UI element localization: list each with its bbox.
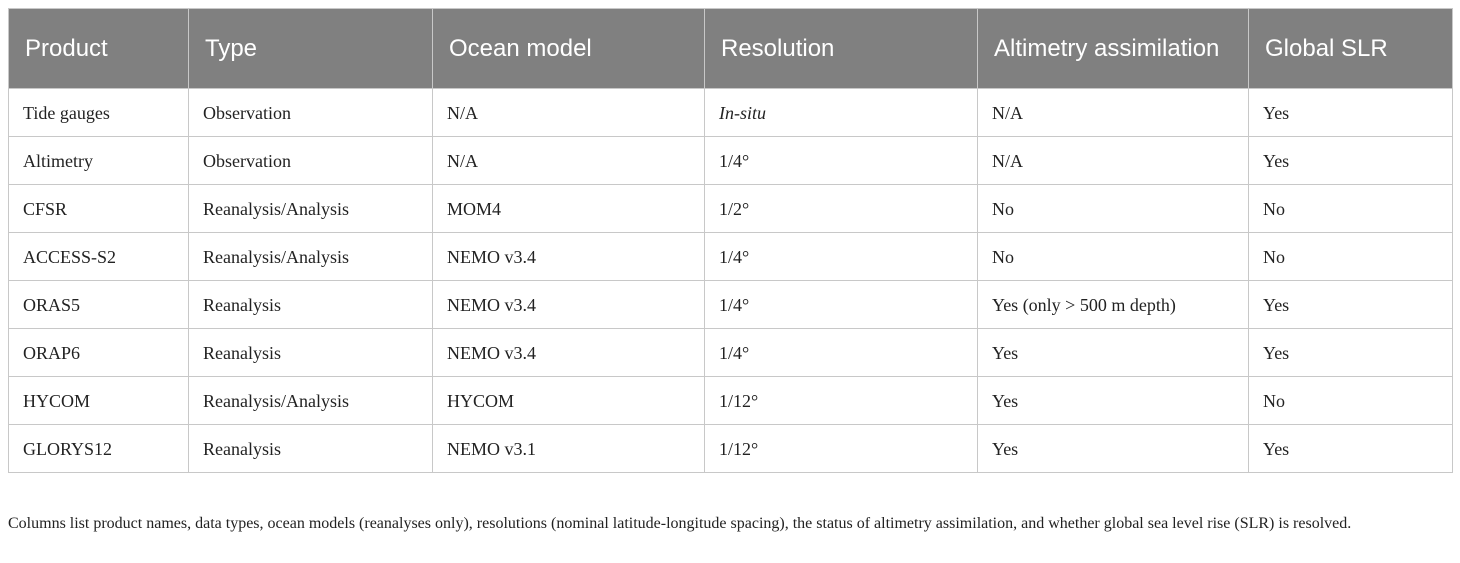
table-cell: Reanalysis/Analysis: [188, 184, 433, 233]
table-cell: NEMO v3.1: [432, 424, 705, 473]
table-cell: In-situ: [704, 88, 978, 137]
table-cell: N/A: [977, 136, 1249, 185]
table-cell: HYCOM: [8, 376, 189, 425]
table-cell: Reanalysis/Analysis: [188, 232, 433, 281]
table-row: ORAP6 Reanalysis NEMO v3.4 1/4° Yes Yes: [8, 328, 1453, 377]
header-cell: Product: [8, 8, 189, 89]
table-cell: 1/4°: [704, 136, 978, 185]
table-row: ORAS5 Reanalysis NEMO v3.4 1/4° Yes (only > …: [8, 280, 1453, 329]
table-cell: NEMO v3.4: [432, 232, 705, 281]
table-cell: GLORYS12: [8, 424, 189, 473]
table-cell: ORAS5: [8, 280, 189, 329]
table-row: CFSR Reanalysis/Analysis MOM4 1/2° No No: [8, 184, 1453, 233]
table-cell: CFSR: [8, 184, 189, 233]
table-row: Tide gauges Observation N/A In-situ N/A Yes: [8, 88, 1453, 137]
table-cell: Reanalysis: [188, 328, 433, 377]
table-cell: Yes: [1248, 328, 1453, 377]
table-cell: N/A: [432, 136, 705, 185]
header-cell: Ocean model: [432, 8, 705, 89]
table-cell: No: [977, 232, 1249, 281]
table-cell: 1/4°: [704, 328, 978, 377]
table-cell: Yes: [977, 424, 1249, 473]
table-cell: Tide gauges: [8, 88, 189, 137]
table-row: ACCESS-S2 Reanalysis/Analysis NEMO v3.4 1/4…: [8, 232, 1453, 281]
table-cell: Yes: [1248, 136, 1453, 185]
table-row: HYCOM Reanalysis/Analysis HYCOM 1/12° Yes No: [8, 376, 1453, 425]
header-cell: Global SLR: [1248, 8, 1453, 89]
header-row: Product Type Ocean model Resolution Altimetr…: [8, 8, 1453, 89]
table-cell: ORAP6: [8, 328, 189, 377]
table-cell: NEMO v3.4: [432, 328, 705, 377]
table-cell: 1/12°: [704, 424, 978, 473]
table-cell: Yes: [977, 328, 1249, 377]
table-cell: 1/4°: [704, 232, 978, 281]
table-cell: No: [977, 184, 1249, 233]
table-cell: N/A: [977, 88, 1249, 137]
table-cell: No: [1248, 232, 1453, 281]
table-cell: MOM4: [432, 184, 705, 233]
table-cell: NEMO v3.4: [432, 280, 705, 329]
footnote: Columns list product names, data types, …: [8, 515, 1352, 532]
table-cell: No: [1248, 184, 1453, 233]
header-cell: Resolution: [704, 8, 978, 89]
table-cell: Yes: [1248, 88, 1453, 137]
table-cell: No: [1248, 376, 1453, 425]
table-cell: Yes: [1248, 280, 1453, 329]
header-cell: Type: [188, 8, 433, 89]
table: Product Type Ocean model Resolution Altimetr…: [8, 8, 1453, 473]
table-body: Tide gauges Observation N/A In-situ N/A Yes Al…: [8, 88, 1453, 473]
table-cell: 1/12°: [704, 376, 978, 425]
table-row: Altimetry Observation N/A 1/4° N/A Yes: [8, 136, 1453, 185]
table-cell: Reanalysis: [188, 280, 433, 329]
table-cell: Reanalysis: [188, 424, 433, 473]
table-cell: N/A: [432, 88, 705, 137]
table-row: GLORYS12 Reanalysis NEMO v3.1 1/12° Yes Yes: [8, 424, 1453, 473]
table-cell: 1/4°: [704, 280, 978, 329]
table-cell: HYCOM: [432, 376, 705, 425]
table-cell: Yes: [1248, 424, 1453, 473]
table-cell: Yes (only > 500 m depth): [977, 280, 1249, 329]
table-cell: Altimetry: [8, 136, 189, 185]
table-cell: Observation: [188, 136, 433, 185]
table-cell: Reanalysis/Analysis: [188, 376, 433, 425]
table-cell: Observation: [188, 88, 433, 137]
header-cell: Altimetry assimilation: [977, 8, 1249, 89]
table-cell: Yes: [977, 376, 1249, 425]
table-cell: ACCESS-S2: [8, 232, 189, 281]
table-cell: 1/2°: [704, 184, 978, 233]
